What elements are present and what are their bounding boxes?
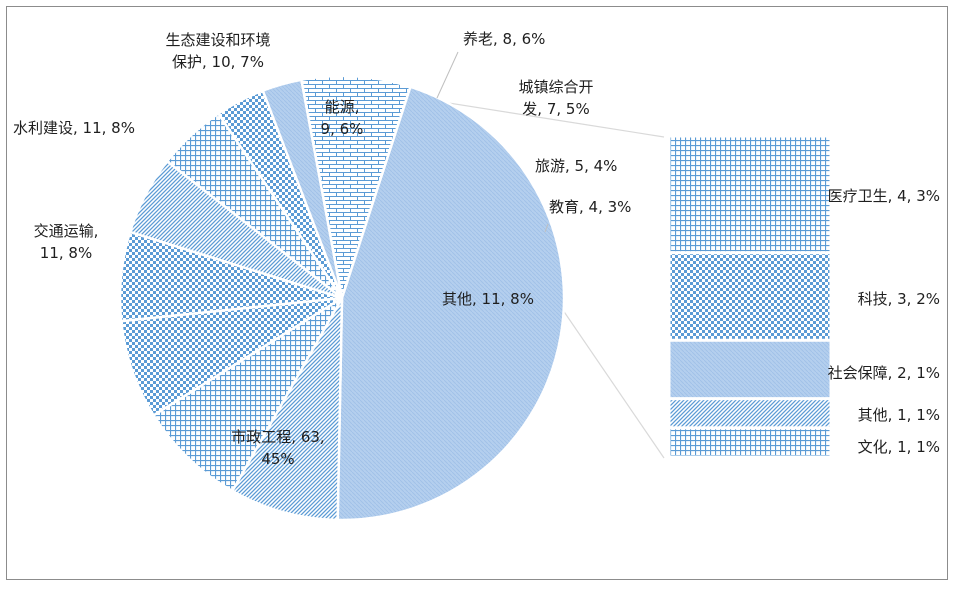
- bar-segment-0: [669, 136, 831, 253]
- slice-label-4: 教育, 4, 3%: [549, 198, 631, 216]
- pie-slice-5: [299, 74, 413, 299]
- pie-slice-9: [119, 296, 343, 418]
- leader-jiaoyu: [544, 223, 549, 233]
- bar-label-3: 其他, 1, 1%: [858, 406, 940, 424]
- bar-label-1: 科技, 3, 2%: [858, 290, 940, 308]
- bar-segment-2: [669, 340, 831, 399]
- slice-label-0: 能源, 9, 6%: [321, 98, 364, 138]
- bar-segment-3: [669, 399, 831, 428]
- slice-label-8: 水利建设, 11, 8%: [13, 119, 135, 137]
- bar-label-4: 文化, 1, 1%: [858, 438, 940, 456]
- leader-yanglao: [436, 51, 459, 99]
- slice-label-9: 生态建设和环境保护, 10, 7%: [165, 31, 270, 71]
- pie-slice-6: [336, 85, 566, 522]
- slice-label-6: 市政工程, 63, 45%: [231, 428, 324, 468]
- slice-label-3: 旅游, 5, 4%: [535, 157, 617, 175]
- slice-label-5: 其他, 11, 8%: [442, 290, 534, 308]
- pie-slice-7: [230, 297, 344, 522]
- main-pie: [118, 74, 566, 522]
- bar-label-2: 社会保障, 2, 1%: [828, 364, 940, 382]
- data-labels: 能源, 9, 6% 养老, 8, 6% 城镇综合开发, 7, 5% 旅游, 5, 4% 教…: [13, 30, 940, 468]
- secondary-bar-stack: [669, 136, 831, 457]
- pie-slice-8: [151, 296, 344, 493]
- bar-label-0: 医疗卫生, 4, 3%: [828, 187, 940, 205]
- leader-lines: [436, 51, 549, 233]
- bar-segment-4: [669, 428, 831, 457]
- slice-label-7: 交通运输, 11, 8%: [34, 222, 99, 262]
- bar-segment-1: [669, 253, 831, 340]
- slice-label-2: 城镇综合开发, 7, 5%: [518, 78, 593, 118]
- slice-label-1: 养老, 8, 6%: [463, 30, 545, 48]
